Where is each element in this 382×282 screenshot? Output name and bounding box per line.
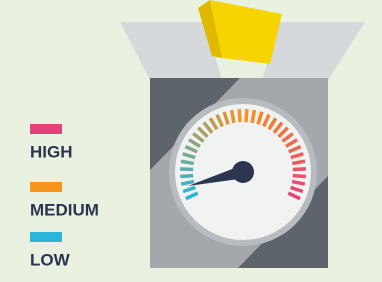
legend-swatch — [30, 182, 62, 192]
legend-label: MEDIUM — [30, 200, 99, 219]
gauge-tick — [292, 161, 305, 163]
illustration: HIGH MEDIUM LOW — [0, 0, 382, 282]
gauge-tick — [180, 169, 193, 170]
page: {"legend": {"items": [ {"label": "HIGH",… — [0, 0, 382, 282]
legend-swatch — [30, 124, 62, 134]
gauge-tick — [293, 169, 306, 170]
gauge-tick — [181, 161, 194, 163]
gauge-tick — [292, 182, 305, 184]
legend-label: LOW — [30, 250, 71, 269]
gauge-tick — [232, 110, 234, 123]
gauge-tick — [252, 110, 254, 123]
gauge-hub — [232, 161, 254, 183]
legend-label: HIGH — [30, 142, 73, 161]
gauge-tick — [181, 182, 194, 184]
gauge-tick — [246, 109, 247, 122]
gauge-tick — [239, 109, 240, 122]
gauge-tick — [180, 176, 193, 177]
gauge-tick — [293, 176, 306, 177]
legend-swatch — [30, 232, 62, 242]
